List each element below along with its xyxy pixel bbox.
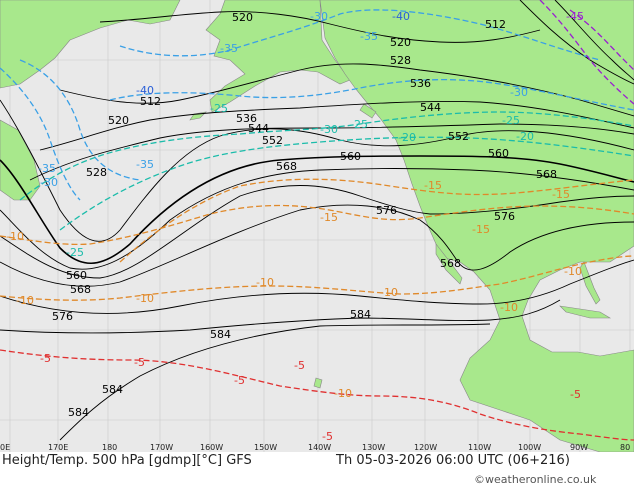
height-label: 528 <box>390 54 411 67</box>
lon-label: 160W <box>200 443 223 452</box>
temp-label: -25 <box>210 102 228 115</box>
map-canvas: 520 512 520 528 536 544 552 560 568 576 … <box>0 0 634 453</box>
lon-label: 170E <box>48 443 68 452</box>
temp-label: -5 <box>294 359 305 372</box>
temp-labels: -40 -35 -40 -30 -35 -25 -35 -30 -25 -35 … <box>6 10 584 443</box>
height-label: 536 <box>236 112 257 125</box>
temp-label: -30 <box>310 10 328 23</box>
temp-label: -5 <box>134 356 145 369</box>
lon-labels: 0E 170E 180 170W 160W 150W 140W 130W 120… <box>0 443 630 452</box>
height-label: 552 <box>262 134 283 147</box>
lon-label: 120W <box>414 443 437 452</box>
temp-label: -30 <box>40 176 58 189</box>
temp-label: -35 <box>136 158 154 171</box>
height-label: 584 <box>210 328 231 341</box>
copyright-link[interactable]: ©weatheronline.co.uk <box>474 473 597 486</box>
temp-label: -10 <box>136 292 154 305</box>
lon-label: 100W <box>518 443 541 452</box>
temp-label: -10 <box>334 387 352 400</box>
height-labels: 520 512 520 528 536 544 552 560 568 576 … <box>52 11 557 419</box>
lon-label: 140W <box>308 443 331 452</box>
height-label: 576 <box>52 310 73 323</box>
temp-label: -5 <box>570 388 581 401</box>
lon-label: 0E <box>0 443 10 452</box>
temp-label: -5 <box>40 352 51 365</box>
temp-label: -10 <box>6 230 24 243</box>
map-footer: Height/Temp. 500 hPa [gdmp][°C] GFS Th 0… <box>0 452 634 490</box>
temp-label: -10 <box>500 301 518 314</box>
lon-label: 180 <box>102 443 117 452</box>
lon-label: 170W <box>150 443 173 452</box>
temp-label: -30 <box>510 86 528 99</box>
temp-label: -10 <box>16 294 34 307</box>
height-label: 568 <box>70 283 91 296</box>
temp-label: -25 <box>66 246 84 259</box>
temp-label: -35 <box>38 162 56 175</box>
height-label: 568 <box>276 160 297 173</box>
temp-label: -35 <box>360 30 378 43</box>
height-label: 528 <box>86 166 107 179</box>
height-label: 568 <box>536 168 557 181</box>
forecast-date: Th 05-03-2026 06:00 UTC (06+216) <box>336 453 570 468</box>
temp-label: -15 <box>320 211 338 224</box>
lon-label: 150W <box>254 443 277 452</box>
temperature-contours <box>0 0 634 441</box>
height-label: 512 <box>140 95 161 108</box>
temp-label: -20 <box>398 131 416 144</box>
temp-label: -10 <box>564 265 582 278</box>
temp-label: -15 <box>552 188 570 201</box>
lon-label: 80 <box>620 443 630 452</box>
height-label: 576 <box>494 210 515 223</box>
temp-label: -5 <box>322 430 333 443</box>
height-label: 568 <box>440 257 461 270</box>
height-label: 584 <box>350 308 371 321</box>
temp-label: -30 <box>320 123 338 136</box>
height-label: 520 <box>108 114 129 127</box>
temp-label: -10 <box>380 286 398 299</box>
height-label: 512 <box>485 18 506 31</box>
temp-label: -5 <box>234 374 245 387</box>
height-label: 520 <box>232 11 253 24</box>
lon-label: 110W <box>468 443 491 452</box>
temp-label: -25 <box>502 114 520 127</box>
temp-label: -45 <box>566 10 584 23</box>
height-label: 560 <box>488 147 509 160</box>
height-label: 584 <box>102 383 123 396</box>
height-label: 520 <box>390 36 411 49</box>
land-areas <box>0 0 634 453</box>
temp-label: -40 <box>136 84 154 97</box>
temp-label: -15 <box>424 179 442 192</box>
lon-label: 130W <box>362 443 385 452</box>
height-label: 544 <box>248 122 269 135</box>
weather-map: 520 512 520 528 536 544 552 560 568 576 … <box>0 0 634 453</box>
temp-label: -10 <box>256 276 274 289</box>
height-label: 576 <box>376 204 397 217</box>
height-label: 552 <box>448 130 469 143</box>
lon-label: 90W <box>570 443 588 452</box>
temp-label: -35 <box>220 42 238 55</box>
temp-label: -20 <box>516 130 534 143</box>
temp-label: -25 <box>350 118 368 131</box>
height-label: 560 <box>340 150 361 163</box>
height-label: 536 <box>410 77 431 90</box>
map-title: Height/Temp. 500 hPa [gdmp][°C] GFS <box>2 453 252 468</box>
height-label: 544 <box>420 101 441 114</box>
height-label: 584 <box>68 406 89 419</box>
temp-label: -15 <box>472 223 490 236</box>
temp-label: -40 <box>392 10 410 23</box>
height-label: 560 <box>66 269 87 282</box>
